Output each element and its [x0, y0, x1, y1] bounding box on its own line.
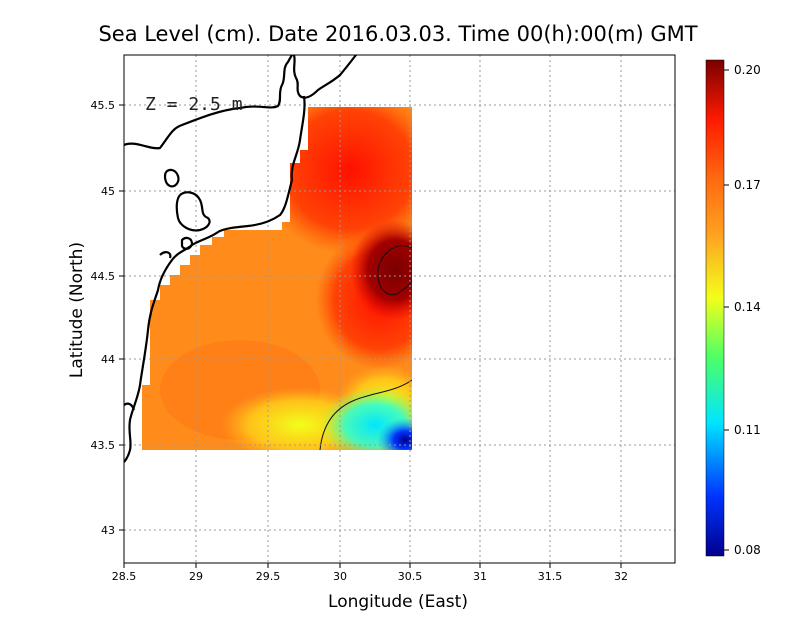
x-axis-label: Longitude (East) [328, 592, 468, 612]
colorbar-gradient [705, 59, 725, 557]
coastline [124, 55, 357, 463]
colorbar-tick-label: 0.14 [734, 300, 761, 314]
y-tick-label: 43.5 [91, 439, 116, 452]
gridlines [124, 55, 675, 563]
y-tick-label: 45.5 [91, 99, 116, 112]
y-axis-label: Latitude (North) [67, 242, 87, 378]
y-axis: 45.5 45 44.5 44 43.5 43 [91, 99, 124, 537]
x-axis: 28.5 29 29.5 30 30.5 31 31.5 32 [112, 563, 628, 583]
colorbar: 0.20 0.17 0.14 0.11 0.08 [705, 59, 761, 557]
x-tick-label: 29.5 [256, 570, 281, 583]
x-tick-label: 29 [189, 570, 203, 583]
colorbar-tick-label: 0.20 [734, 63, 761, 77]
depth-label: Z = 2.5 m [145, 94, 243, 115]
plot-frame [123, 54, 676, 564]
y-tick-label: 45 [101, 185, 115, 198]
x-tick-label: 32 [614, 570, 628, 583]
x-tick-label: 30 [333, 570, 347, 583]
x-tick-label: 31.5 [538, 570, 563, 583]
y-tick-label: 44 [101, 353, 115, 366]
colorbar-tick-label: 0.08 [734, 543, 761, 557]
x-tick-label: 28.5 [112, 570, 137, 583]
x-tick-label: 30.5 [398, 570, 423, 583]
map-title: Sea Level (cm). Date 2016.03.03. Time 00… [98, 22, 697, 46]
colorbar-tick-label: 0.17 [734, 178, 761, 192]
colorbar-tick-label: 0.11 [734, 423, 761, 437]
x-tick-label: 31 [473, 570, 487, 583]
y-tick-label: 43 [101, 524, 115, 537]
y-tick-label: 44.5 [91, 270, 116, 283]
